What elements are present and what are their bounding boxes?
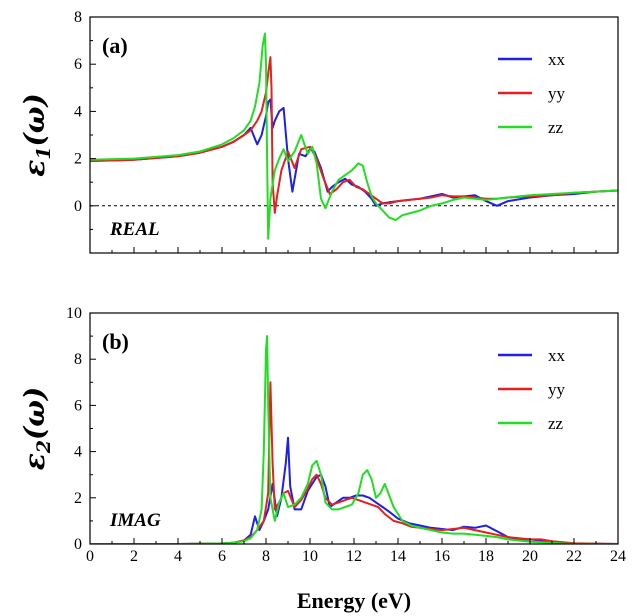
x-axis-label: Energy (eV) [297,588,411,613]
y-tick-label: 0 [74,536,82,553]
y-tick-label: 6 [74,56,82,73]
x-tick-label: 2 [130,548,138,565]
y-tick-label: 6 [74,397,82,414]
series-line-xx [90,98,618,207]
x-tick-label: 6 [218,548,226,565]
legend-label-yy: yy [548,380,566,399]
series-group [90,32,618,240]
legend-label-zz: zz [548,118,564,137]
x-tick-label: 18 [478,548,494,565]
legend: xx yy zz [498,50,566,137]
panel-b: 0 2 4 6 8 10 12 14 16 18 20 22 240246810ε2(ω)(b)IMAG… [18,305,626,613]
panel-a: 0 2 4 6 8 ε1(ω) (a) REAL xx yy zz [18,9,619,254]
y-tick-label: 4 [74,444,82,461]
series-line-xx [90,436,618,544]
x-tick-label: 12 [346,548,362,565]
legend-label-zz: zz [548,414,564,433]
series-line-yy [90,56,618,214]
y-tick-label: 2 [74,151,82,168]
series-group [90,335,618,544]
panel-label: (a) [102,33,128,58]
series-line-zz [90,32,618,240]
panel-label: (b) [102,329,129,354]
x-tick-label: 16 [434,548,450,565]
panel-annotation: REAL [109,219,160,240]
y-tick-label: 2 [74,490,82,507]
legend-label-yy: yy [548,84,566,103]
x-tick-label: 20 [522,548,538,565]
y-axis-label: ε2(ω) [18,387,55,470]
y-tick-label: 8 [74,9,82,26]
x-tick-label: 4 [174,548,182,565]
series-line-yy [90,381,618,544]
y-tick-label: 4 [74,103,82,120]
x-tick-label: 22 [566,548,582,565]
plot-frame [89,16,619,254]
x-tick-label: 24 [610,548,626,565]
x-tick-label: 8 [262,548,270,565]
x-tick-label: 0 [86,548,94,565]
x-tick-label: 10 [302,548,318,565]
y-tick-label: 8 [74,351,82,368]
legend: xx yy zz [498,346,566,433]
panel-annotation: IMAG [109,510,161,531]
y-tick-label: 0 [74,198,82,215]
legend-label-xx: xx [548,50,566,69]
y-tick-label: 10 [66,305,82,322]
plot-frame [89,312,619,545]
series-line-zz [90,335,618,544]
legend-label-xx: xx [548,346,566,365]
x-tick-label: 14 [390,548,406,565]
y-axis-label: ε1(ω) [18,93,55,176]
